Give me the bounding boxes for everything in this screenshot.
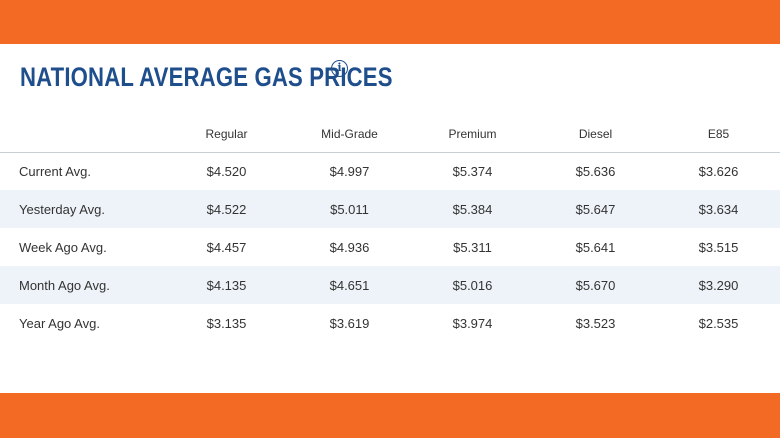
cell-premium: $5.374 (452, 163, 493, 179)
cell-mid-grade: $4.936 (329, 239, 370, 255)
cell-premium: $5.311 (453, 239, 492, 255)
gas-price-table: Regular Mid-Grade Premium Diesel E85 Cur… (0, 116, 780, 342)
cell-e85: $3.626 (698, 163, 739, 179)
cell-regular: $3.135 (206, 315, 247, 331)
cell-e85: $3.290 (657, 266, 780, 304)
cell-mid-grade: $3.619 (329, 315, 370, 331)
row-label: Year Ago Avg. (19, 315, 100, 331)
cell-diesel: $5.636 (575, 163, 616, 179)
cell-e85: $2.535 (698, 315, 739, 331)
row-label: Week Ago Avg. (19, 239, 107, 255)
table-row-yesterday: Yesterday Avg. $4.522 $5.011 $5.384 $5.6… (0, 190, 780, 228)
cell-premium: $5.384 (411, 190, 534, 228)
cell-regular: $4.520 (206, 163, 247, 179)
table-row-week-ago: Week Ago Avg. $4.457 $4.936 $5.311 $5.64… (0, 228, 780, 266)
column-header-label (0, 116, 165, 153)
table-row-year-ago: Year Ago Avg. $3.135 $3.619 $3.974 $3.52… (0, 304, 780, 342)
row-label: Yesterday Avg. (0, 190, 165, 228)
table-header-row: Regular Mid-Grade Premium Diesel E85 (0, 116, 780, 153)
cell-regular: $4.522 (165, 190, 288, 228)
column-header-mid-grade: Mid-Grade (288, 116, 411, 153)
cell-premium: $3.974 (452, 315, 493, 331)
top-orange-band (0, 0, 780, 44)
info-icon[interactable]: i (331, 60, 348, 77)
cell-e85: $3.634 (657, 190, 780, 228)
cell-regular: $4.457 (206, 239, 247, 255)
cell-regular: $4.135 (165, 266, 288, 304)
cell-e85: $3.515 (698, 239, 739, 255)
cell-mid-grade: $4.997 (329, 163, 370, 179)
cell-premium: $5.016 (411, 266, 534, 304)
cell-diesel: $5.641 (575, 239, 616, 255)
table-row-month-ago: Month Ago Avg. $4.135 $4.651 $5.016 $5.6… (0, 266, 780, 304)
column-header-diesel: Diesel (534, 116, 657, 153)
bottom-orange-band (0, 393, 780, 438)
column-header-e85: E85 (657, 116, 780, 153)
cell-mid-grade: $5.011 (288, 190, 411, 228)
row-label: Current Avg. (19, 163, 92, 179)
column-header-premium: Premium (411, 116, 534, 153)
title-area: NATIONAL AVERAGE GAS PRICES i (20, 60, 474, 94)
cell-diesel: $5.647 (534, 190, 657, 228)
row-label: Month Ago Avg. (0, 266, 165, 304)
cell-mid-grade: $4.651 (288, 266, 411, 304)
cell-diesel: $3.523 (575, 315, 616, 331)
table-row-current: Current Avg. $4.520 $4.997 $5.374 $5.636… (0, 152, 780, 190)
page-title: NATIONAL AVERAGE GAS PRICES (20, 62, 393, 92)
column-header-regular: Regular (165, 116, 288, 153)
cell-diesel: $5.670 (534, 266, 657, 304)
